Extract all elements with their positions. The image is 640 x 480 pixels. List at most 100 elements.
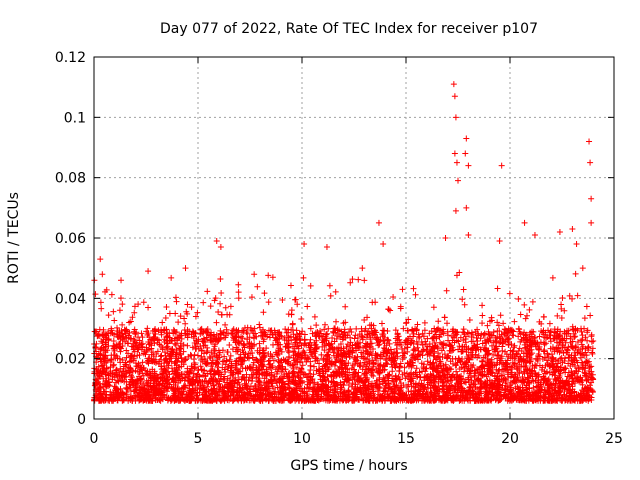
data-point [366,344,373,351]
data-point [177,313,184,320]
data-point [176,350,183,357]
data-point [275,347,282,354]
data-point [334,326,341,333]
data-point [459,296,466,303]
data-point [374,352,381,359]
data-point [368,383,375,390]
data-point [453,272,460,279]
data-point [347,279,354,286]
data-point [348,365,355,372]
data-point [163,344,170,351]
data-point [345,375,352,382]
data-point [145,304,152,311]
data-point [311,346,318,353]
data-point [510,344,517,351]
data-point [140,299,147,306]
data-point [555,357,562,364]
data-point [97,385,104,392]
data-point [448,383,455,390]
data-point [285,353,292,360]
data-point [246,355,253,362]
data-point [410,351,417,358]
data-point [466,370,473,377]
data-point [344,372,351,379]
data-point [438,374,445,381]
data-point [570,326,577,333]
data-point [171,340,178,347]
data-point [235,295,242,302]
data-point [296,333,303,340]
data-point [313,355,320,362]
data-point [253,356,260,363]
data-point [443,355,450,362]
data-point [313,322,320,329]
data-point [343,343,350,350]
data-point [380,388,387,395]
data-point [544,380,551,387]
data-point [273,351,280,358]
data-point [116,355,123,362]
data-point [207,303,214,310]
data-point [273,370,280,377]
data-point [310,363,317,370]
data-point [552,366,559,373]
data-point [547,363,554,370]
data-point [267,364,274,371]
data-point [587,312,594,319]
data-point [409,326,416,333]
data-point [158,342,165,349]
data-point [127,381,134,388]
data-point [286,384,293,391]
data-point [561,358,568,365]
data-point [424,351,431,358]
data-point [257,358,264,365]
data-point [419,352,426,359]
data-point [181,377,188,384]
data-point [546,320,553,327]
data-point [505,342,512,349]
data-point [397,387,404,394]
data-point [500,337,507,344]
data-point [394,330,401,337]
data-point [281,336,288,343]
data-point [405,381,412,388]
data-point [227,303,234,310]
data-point [258,362,265,369]
data-point [99,362,106,369]
data-point [441,351,448,358]
data-point [355,276,362,283]
data-point [526,334,533,341]
data-point [465,355,472,362]
data-point [338,345,345,352]
data-point [200,350,207,357]
data-point [544,351,551,358]
data-point [260,387,267,394]
data-point [536,333,543,340]
data-point [486,387,493,394]
data-point [194,352,201,359]
data-point [553,390,560,397]
data-point [198,353,205,360]
data-point [466,383,473,390]
data-point [493,366,500,373]
data-point [556,368,563,375]
data-point [561,307,568,314]
data-point [370,395,377,402]
data-point [229,397,236,404]
data-point [183,396,190,403]
data-point [121,378,128,385]
data-point [223,393,230,400]
data-point [421,327,428,334]
data-point [470,388,477,395]
data-point [332,359,339,366]
data-point [465,330,472,337]
data-point [408,397,415,404]
data-point [449,337,456,344]
data-point [565,369,572,376]
data-point [494,378,501,385]
data-point [559,380,566,387]
data-point [326,282,333,289]
data-point [151,340,158,347]
data-point [473,397,480,404]
data-point [197,363,204,370]
